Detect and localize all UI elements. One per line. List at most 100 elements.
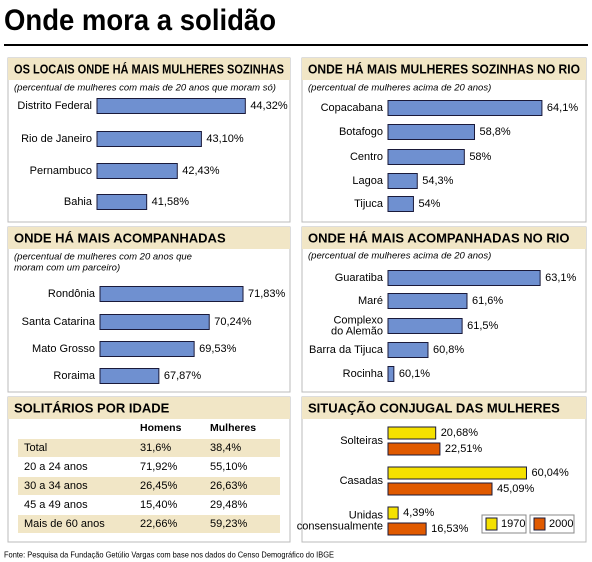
value-label: 61,6% [472, 295, 503, 307]
category-label: Roraima [53, 370, 95, 382]
panel-title: ONDE HÁ MAIS ACOMPANHADAS [14, 230, 226, 245]
category-label: Bahia [64, 196, 93, 208]
value-label: 42,43% [182, 165, 220, 177]
panel-header [302, 227, 586, 249]
bar [99, 286, 244, 302]
category-label: Pernambuco [30, 165, 92, 177]
bar [387, 149, 465, 165]
table-cell: 29,48% [210, 499, 248, 511]
bar [387, 426, 437, 440]
bar [99, 314, 210, 330]
category-label: Rio de Janeiro [21, 133, 92, 145]
category-label: Lagoa [352, 175, 383, 187]
value-label: 60,04% [531, 467, 569, 479]
column-header: Mulheres [210, 422, 256, 434]
value-label: 43,10% [206, 133, 244, 145]
table-cell: 38,4% [210, 442, 241, 454]
subtitle: (percentual de mulheres acima de 20 anos… [308, 251, 491, 262]
bar [96, 131, 202, 147]
value-label: 60,1% [399, 368, 430, 380]
panel-header [302, 397, 586, 419]
value-label: 45,09% [497, 483, 535, 495]
value-label: 54,3% [422, 175, 453, 187]
panel-title: SITUAÇÃO CONJUGAL DAS MULHERES [308, 400, 560, 415]
bar [96, 98, 246, 114]
category-label: Solteiras [340, 435, 383, 447]
bar [387, 100, 543, 116]
panel-header [8, 227, 290, 249]
table-cell: 26,63% [210, 480, 248, 492]
category-label: Rocinha [343, 368, 384, 380]
panel-title: OS LOCAIS ONDE HÁ MAIS MULHERES SOZINHAS [14, 61, 284, 76]
table-cell: Mais de 60 anos [24, 518, 105, 530]
bar [99, 368, 160, 384]
bar [387, 366, 395, 382]
category-label: Complexo do Alemão [331, 314, 383, 337]
bar [387, 124, 475, 140]
table-cell: 55,10% [210, 461, 248, 473]
table-cell: 71,92% [140, 461, 178, 473]
category-label: Mato Grosso [32, 343, 95, 355]
panel-header [8, 397, 290, 419]
table-cell: 30 a 34 anos [24, 480, 88, 492]
bar [387, 270, 541, 286]
column-header: Homens [140, 422, 182, 434]
table-cell: 22,66% [140, 518, 178, 530]
source: Fonte: Pesquisa da Fundação Getúlio Varg… [4, 549, 334, 559]
value-label: 69,53% [199, 343, 237, 355]
table-cell: 31,6% [140, 442, 171, 454]
table-cell: Total [24, 442, 47, 454]
category-label: Guaratiba [335, 272, 384, 284]
table-row [18, 515, 280, 533]
bar [387, 293, 468, 309]
value-label: 4,39% [403, 507, 434, 519]
bar [387, 196, 414, 212]
panel-title: SOLITÁRIOS POR IDADE [14, 400, 170, 415]
bar [387, 442, 441, 456]
category-label: Maré [358, 295, 383, 307]
category-label: Rondônia [48, 288, 96, 300]
bar [96, 194, 148, 210]
table-cell: 15,40% [140, 499, 178, 511]
value-label: 44,32% [250, 100, 288, 112]
bar [387, 342, 429, 358]
bar [387, 466, 527, 480]
panel-header [302, 58, 586, 80]
bar [387, 318, 463, 334]
legend-swatch [533, 517, 546, 531]
value-label: 60,8% [433, 344, 464, 356]
value-label: 54% [418, 198, 440, 210]
category-label: Copacabana [321, 102, 384, 114]
value-label: 22,51% [445, 443, 483, 455]
table-row [18, 477, 280, 495]
value-label: 20,68% [441, 427, 479, 439]
bar [387, 173, 418, 189]
panel-title: ONDE HÁ MAIS ACOMPANHADAS NO RIO [308, 230, 569, 245]
table-cell: 45 a 49 anos [24, 499, 88, 511]
table-row [18, 458, 280, 476]
category-label: Distrito Federal [17, 100, 92, 112]
value-label: 64,1% [547, 102, 578, 114]
table-row [18, 439, 280, 457]
legend-label: 2000 [549, 518, 573, 530]
table-cell: 20 a 24 anos [24, 461, 88, 473]
subtitle: (percentual de mulheres com 20 anos que m… [14, 251, 192, 273]
panel [301, 226, 587, 393]
bar [387, 522, 427, 536]
value-label: 70,24% [214, 316, 252, 328]
value-label: 63,1% [545, 272, 576, 284]
value-label: 71,83% [248, 288, 286, 300]
value-label: 67,87% [164, 370, 202, 382]
panel [7, 226, 291, 393]
category-label: Botafogo [339, 126, 383, 138]
category-label: Santa Catarina [22, 316, 96, 328]
page-title: Onde mora a solidão [4, 4, 276, 37]
category-label: Centro [350, 151, 383, 163]
value-label: 61,5% [467, 320, 498, 332]
bar [99, 341, 195, 357]
subtitle: (percentual de mulheres com mais de 20 a… [14, 83, 276, 94]
value-label: 41,58% [152, 196, 190, 208]
title-rule [4, 44, 588, 46]
category-label: Casadas [340, 475, 384, 487]
